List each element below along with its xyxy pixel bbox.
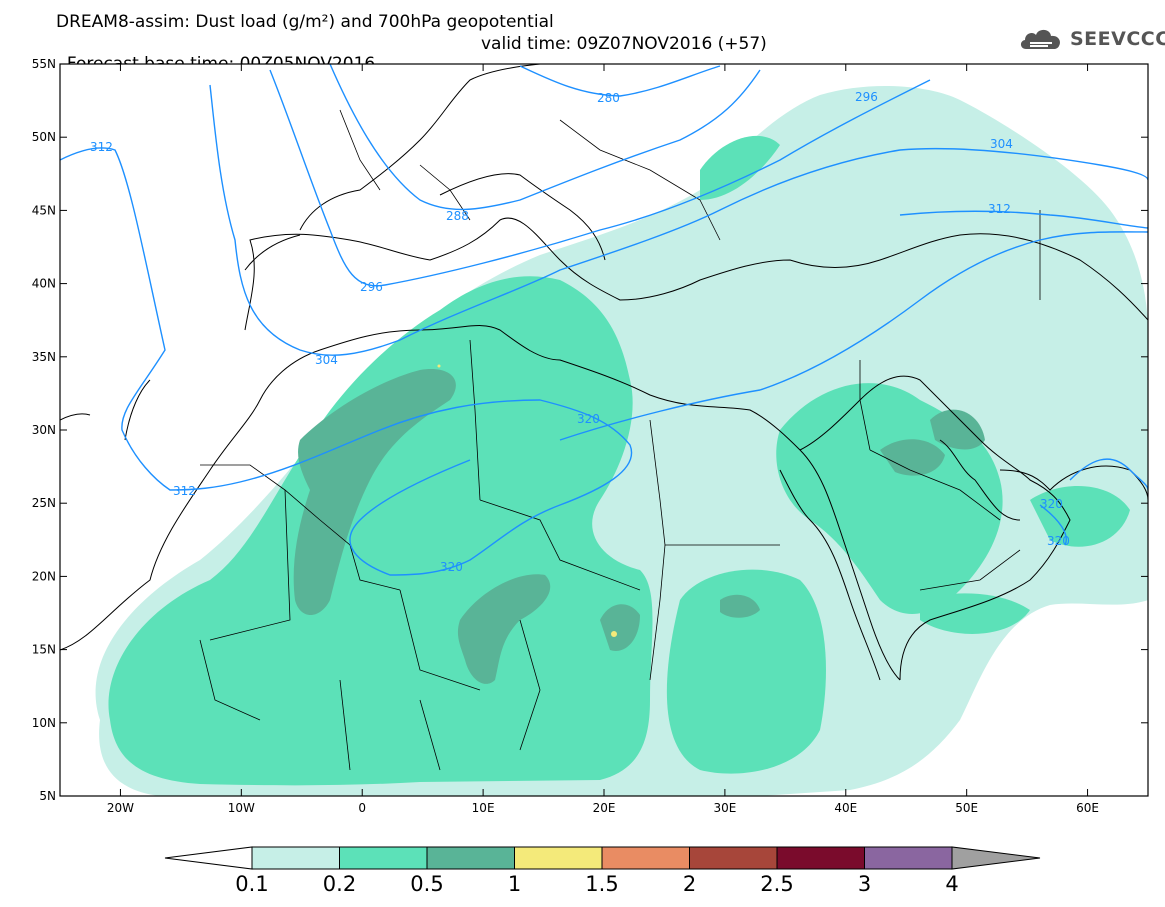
colorbar-box — [339, 846, 428, 870]
latitude-axis: 55N 50N 45N 40N 35N 30N 25N 20N 15N 10N 5N — [32, 57, 1148, 803]
contour-label: 312 — [988, 202, 1011, 216]
cloud-logo-icon — [1020, 29, 1061, 49]
colorbar-box — [251, 846, 340, 870]
contour-label: 280 — [597, 91, 620, 105]
colorbar-label: 0.2 — [322, 872, 357, 896]
lat-tick-label: 5N — [39, 789, 56, 803]
colorbar-label: 0.1 — [235, 872, 269, 896]
contour-label: 312 — [173, 484, 196, 498]
contour-label: 312 — [90, 140, 113, 154]
lon-tick-label: 0 — [358, 801, 366, 815]
map-title: DREAM8-assim: Dust load (g/m²) and 700hP… — [56, 12, 554, 32]
contour-label: 296 — [360, 280, 383, 294]
contour-label: 320 — [440, 560, 463, 574]
lon-tick-label: 20E — [593, 801, 616, 815]
contour-label: 296 — [855, 90, 878, 104]
colorbar-label: 2 — [682, 872, 697, 896]
lat-tick-label: 55N — [32, 57, 56, 71]
lat-tick-label: 40N — [32, 277, 56, 291]
geopotential-contours — [60, 64, 1148, 576]
colorbar-label: 1.5 — [585, 872, 619, 896]
lat-tick-label: 50N — [32, 130, 56, 144]
dust-field-0-5 — [293, 369, 985, 684]
contour-labels: 312 280 296 304 288 296 304 320 312 320 … — [90, 90, 1070, 574]
colorbar-box — [864, 846, 953, 870]
colorbar-under-triangle — [164, 846, 253, 870]
colorbar-box — [776, 846, 865, 870]
contour-label: 304 — [990, 137, 1013, 151]
lon-tick-label: 20W — [107, 801, 134, 815]
colorbar-label: 3 — [857, 872, 872, 896]
contour-label: 320 — [577, 412, 600, 426]
lat-tick-label: 45N — [32, 203, 56, 217]
lat-tick-label: 10N — [32, 716, 56, 730]
contour-label: 304 — [315, 353, 338, 367]
lat-tick-label: 25N — [32, 496, 56, 510]
lon-tick-label: 60E — [1076, 801, 1099, 815]
dust-field-1 — [437, 364, 617, 637]
colorbar-over-triangle — [951, 846, 1041, 870]
lon-tick-label: 30E — [713, 801, 736, 815]
lat-tick-label: 20N — [32, 569, 56, 583]
colorbar-box — [426, 846, 515, 870]
lat-tick-label: 15N — [32, 643, 56, 657]
colorbar-box — [689, 846, 778, 870]
lon-tick-label: 40E — [834, 801, 857, 815]
colorbar-label: 0.5 — [410, 872, 444, 896]
lon-tick-label: 10W — [228, 801, 255, 815]
coastlines — [60, 64, 1148, 681]
contour-label: 320 — [1040, 497, 1063, 511]
contour-label: 288 — [446, 209, 469, 223]
colorbar — [164, 846, 1041, 870]
colorbar-label: 1 — [507, 872, 522, 896]
seevccc-logo: SEEVCCC — [1018, 24, 1165, 54]
colorbar-label: 2.5 — [760, 872, 794, 896]
valid-time: valid time: 09Z07NOV2016 (+57) — [481, 34, 767, 54]
lat-tick-label: 35N — [32, 350, 56, 364]
longitude-axis: 20W 10W 0 10E 20E 30E 40E 50E 60E — [107, 64, 1099, 815]
lat-tick-label: 30N — [32, 423, 56, 437]
lon-tick-label: 10E — [472, 801, 495, 815]
colorbar-box — [601, 846, 690, 870]
colorbar-box — [514, 846, 603, 870]
contour-label: 320 — [1047, 534, 1070, 548]
logo-text: SEEVCCC — [1070, 28, 1165, 50]
colorbar-label: 4 — [945, 872, 959, 896]
dust-field-0-2 — [108, 135, 1130, 786]
lon-tick-label: 50E — [955, 801, 978, 815]
